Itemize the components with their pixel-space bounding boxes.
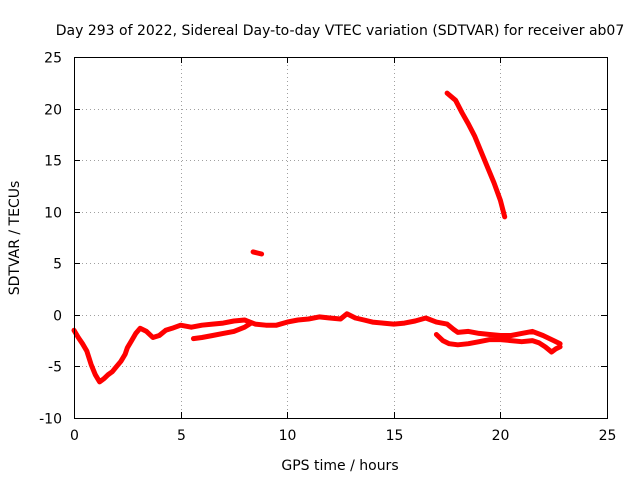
x-axis-label: GPS time / hours <box>281 458 398 474</box>
y-tick-label: 20 <box>44 103 62 119</box>
series-track-c <box>433 332 563 355</box>
series-track-a <box>71 311 563 385</box>
chart-title: Day 293 of 2022, Sidereal Day-to-day VTE… <box>56 23 625 39</box>
series-track-e <box>250 249 265 257</box>
series-layer <box>71 90 563 385</box>
y-axis-label: SDTVAR / TECUs <box>7 181 23 296</box>
y-tick-label: 10 <box>44 206 62 222</box>
plot-frame <box>74 57 608 419</box>
x-tick-label: 15 <box>386 428 404 444</box>
series-track-b <box>190 320 254 342</box>
x-tick-label: 0 <box>70 428 79 444</box>
y-tick-label: 25 <box>44 51 62 67</box>
grid <box>74 57 607 418</box>
y-tick-label: 15 <box>44 154 62 170</box>
x-tick-label: 10 <box>279 428 297 444</box>
x-tick-label: 20 <box>492 428 510 444</box>
y-tick-label: -10 <box>39 412 62 428</box>
y-tick-label: -5 <box>48 360 62 376</box>
ticks: 0 5 10 15 20 25 -10 -5 0 5 10 15 20 25 <box>39 51 616 445</box>
y-tick-label: 0 <box>53 309 62 325</box>
x-tick-label: 5 <box>177 428 186 444</box>
series-track-d <box>444 90 508 220</box>
x-tick-label: 25 <box>599 428 617 444</box>
y-tick-label: 5 <box>53 257 62 273</box>
